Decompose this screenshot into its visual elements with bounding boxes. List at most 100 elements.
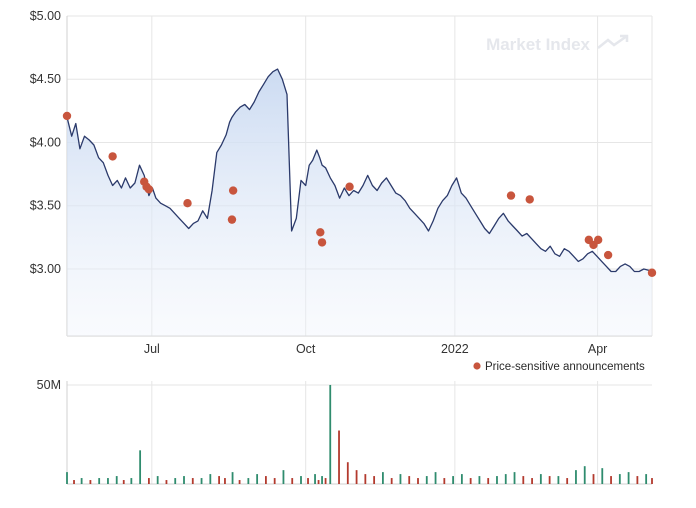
announcement-marker	[593, 235, 603, 245]
volume-bar	[408, 476, 411, 484]
volume-bar	[557, 476, 560, 484]
x-tick-label: Jul	[144, 342, 160, 356]
volume-bar	[417, 478, 419, 484]
volume-bar	[434, 472, 437, 484]
volume-bar	[265, 476, 267, 484]
market-index-watermark: Market Index	[486, 34, 629, 54]
volume-bar	[191, 478, 194, 484]
volume-bar	[115, 476, 118, 484]
volume-bar	[300, 476, 302, 484]
volume-bar	[382, 472, 384, 484]
volume-bar	[66, 472, 68, 484]
volume-bar	[346, 462, 349, 484]
price-y-tick-label: $5.00	[30, 9, 61, 23]
volume-bar	[238, 480, 241, 484]
volume-bar	[636, 476, 639, 484]
volume-bar	[273, 478, 276, 484]
watermark-text: Market Index	[486, 35, 590, 54]
volume-bar	[324, 478, 327, 484]
legend-label: Price-sensitive announcements	[485, 361, 645, 373]
volume-bar	[307, 478, 309, 484]
announcement-marker	[317, 238, 327, 247]
volume-bar	[645, 474, 648, 484]
announcement-marker	[525, 195, 534, 204]
volume-bar	[469, 478, 472, 484]
announcement-marker	[228, 186, 238, 195]
volume-bar	[139, 450, 142, 484]
legend-marker	[473, 362, 481, 370]
volume-bar	[651, 478, 653, 484]
volume-bar	[364, 474, 367, 484]
price-y-tick-label: $3.00	[30, 262, 61, 276]
announcement-marker	[62, 111, 72, 121]
price-area-fill	[67, 69, 652, 336]
volume-bar	[282, 470, 285, 484]
volume-bar	[627, 472, 630, 484]
price-y-tick-label: $4.50	[30, 72, 61, 86]
announcement-marker	[316, 228, 325, 237]
x-tick-label: Oct	[296, 342, 316, 356]
volume-bar	[575, 470, 577, 484]
volume-bar	[478, 476, 481, 484]
x-tick-label: 2022	[441, 342, 469, 356]
announcement-marker	[647, 268, 657, 277]
volume-bar	[89, 480, 92, 484]
volume-bar	[314, 474, 316, 484]
volume-bar	[618, 474, 621, 484]
volume-bar	[107, 478, 109, 484]
price-x-axis: Jul Oct 2022 Apr	[144, 342, 607, 356]
volume-bar	[156, 476, 159, 484]
volume-bar	[122, 480, 125, 484]
price-y-tick-label: $3.50	[30, 199, 61, 213]
volume-bar	[165, 480, 168, 484]
volume-bar	[460, 474, 463, 484]
price-y-tick-label: $4.00	[30, 135, 61, 149]
volume-bar	[183, 476, 185, 484]
x-tick-label: Apr	[588, 342, 607, 356]
volume-bar	[247, 478, 250, 484]
volume-bar	[218, 476, 220, 484]
volume-bar	[224, 478, 226, 484]
volume-y-tick-label: 50M	[37, 378, 61, 392]
volume-bar	[338, 430, 340, 484]
price-y-axis: $5.00 $4.50 $4.00 $3.50 $3.00	[30, 9, 61, 276]
announcement-marker	[345, 182, 354, 191]
volume-bar	[80, 478, 83, 484]
volume-bar	[522, 476, 525, 484]
announcement-marker	[506, 191, 516, 200]
volume-bar	[610, 476, 612, 484]
volume-bar	[443, 478, 446, 484]
volume-bar	[531, 478, 533, 484]
announcement-marker	[183, 198, 192, 208]
announcement-markers	[62, 111, 657, 277]
volume-bar	[504, 474, 507, 484]
announcement-marker	[108, 152, 117, 161]
volume-bar	[592, 474, 595, 484]
volume-bar	[148, 478, 150, 484]
volume-bar	[390, 478, 393, 484]
volume-bar	[291, 478, 294, 484]
volume-bar	[601, 468, 604, 484]
volume-bars	[66, 384, 653, 484]
volume-bar	[256, 474, 259, 484]
volume-bar	[321, 476, 323, 484]
volume-bar	[174, 478, 177, 484]
volume-bar	[513, 472, 516, 484]
volume-bar	[452, 476, 454, 484]
volume-bar	[200, 478, 203, 484]
volume-grid	[66, 381, 652, 485]
volume-bar	[539, 474, 542, 484]
volume-bar	[548, 476, 551, 484]
volume-bar	[329, 384, 332, 484]
volume-bar	[373, 476, 376, 484]
trend-arrow-icon	[597, 34, 629, 49]
volume-bar	[399, 474, 402, 484]
volume-bar	[209, 474, 212, 484]
volume-bar	[73, 480, 75, 484]
volume-bar	[317, 480, 320, 484]
price-line	[66, 68, 653, 273]
announcement-marker	[144, 185, 154, 194]
announcement-marker	[603, 250, 613, 260]
